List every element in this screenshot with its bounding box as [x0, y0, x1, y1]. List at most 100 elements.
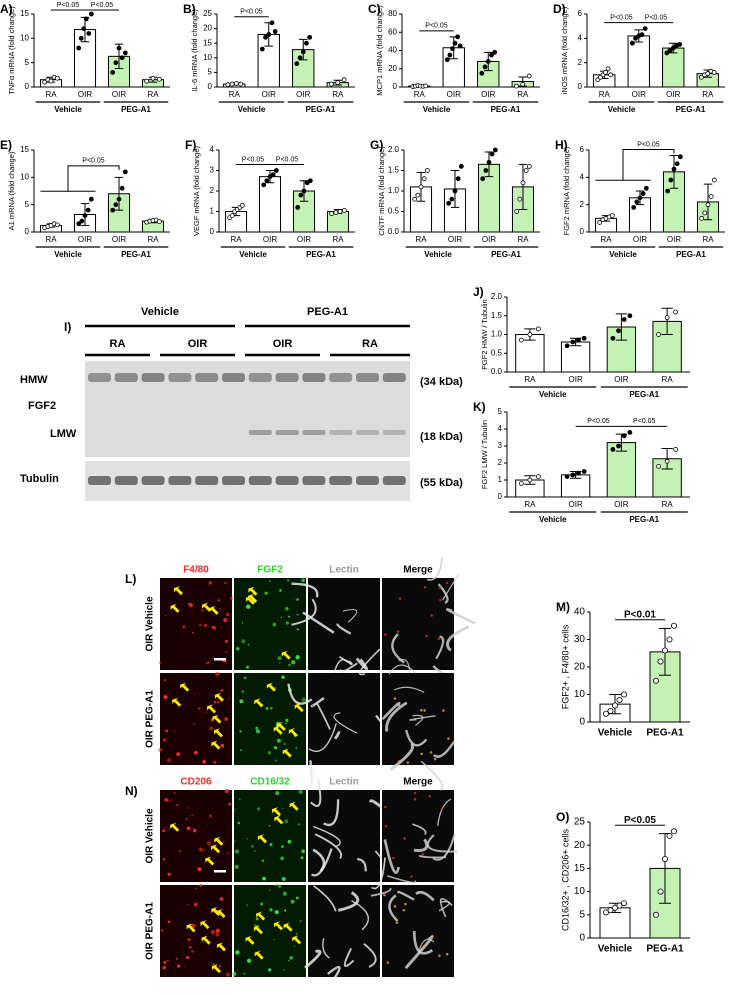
arrow [276, 721, 286, 731]
cell-signal [279, 589, 282, 592]
row-label: OIR PEG-A1 [145, 902, 156, 960]
micrograph [382, 790, 454, 882]
data-point [328, 81, 334, 87]
y-tick-label: 25 [203, 9, 212, 18]
cell-signal [187, 938, 191, 942]
y-tick-label: 30 [574, 634, 586, 645]
x-tick-label: RA [662, 500, 674, 509]
data-point [576, 470, 581, 476]
cell-signal [290, 899, 295, 904]
cell-signal [232, 972, 237, 976]
data-point [450, 46, 455, 52]
vessel [435, 635, 445, 660]
data-point [76, 221, 82, 227]
cell-signal [224, 717, 229, 721]
data-point [489, 151, 495, 157]
cell-signal [278, 885, 282, 889]
y-axis-label: A1 mRNA (fold change) [7, 151, 16, 230]
cell-signal [230, 596, 234, 600]
cell-signal [211, 658, 214, 660]
y-tick-label: 0.0 [388, 227, 400, 236]
significance-label: P<0.05 [57, 2, 79, 9]
data-point [480, 176, 486, 182]
cell-signal [267, 751, 272, 755]
cell-signal [281, 877, 286, 882]
x-tick-label: OIR [569, 500, 583, 509]
data-point [457, 43, 463, 49]
cell-signal [222, 840, 225, 843]
cell-signal [445, 581, 449, 585]
x-tick-label: RA [600, 235, 612, 244]
vessel [333, 731, 341, 740]
data-point [482, 64, 488, 70]
vessel [327, 965, 341, 979]
data-point [664, 315, 670, 321]
data-point [570, 339, 576, 345]
cell-signal [287, 839, 292, 844]
cell-signal [445, 952, 449, 956]
cell-signal [269, 580, 271, 582]
data-point [225, 82, 231, 88]
y-tick-label: 0 [578, 82, 583, 91]
y-tick-label: 2 [498, 458, 503, 467]
data-point [88, 196, 94, 202]
vessel [404, 935, 434, 970]
arrow [216, 909, 226, 919]
cell-signal [299, 920, 302, 923]
panel-label: D) [553, 2, 566, 16]
data-point [415, 192, 421, 198]
x-tick-label: RA [702, 235, 714, 244]
vessel [314, 833, 342, 859]
column-label: CD206 [180, 777, 212, 788]
cell-signal [264, 591, 268, 595]
data-point [581, 335, 587, 341]
data-point [449, 196, 455, 202]
cell-signal [241, 622, 244, 624]
cell-signal [217, 599, 221, 602]
y-tick-label: 0 [208, 82, 213, 91]
arrow [211, 740, 221, 750]
cell-signal [274, 759, 277, 762]
data-point [627, 429, 633, 435]
panel-label: A) [0, 2, 13, 16]
cell-signal [447, 737, 450, 740]
data-point [603, 70, 608, 75]
column-label: F4/80 [183, 565, 209, 576]
arrow [289, 801, 299, 811]
data-point [671, 166, 677, 172]
data-point [119, 55, 125, 61]
arrow [266, 682, 276, 692]
micrograph [308, 885, 380, 977]
cell-signal [215, 932, 220, 937]
cell-signal [224, 788, 229, 794]
cell-signal [274, 686, 277, 689]
column-label: CD16/32 [250, 777, 290, 788]
data-point [674, 161, 680, 167]
data-point [631, 204, 637, 210]
data-point [455, 34, 461, 40]
column-label: Lectin [329, 565, 358, 576]
data-point [520, 180, 526, 186]
cell-signal [298, 789, 303, 794]
data-point [48, 78, 54, 84]
x-tick-label: OIR [78, 235, 92, 244]
data-point [627, 313, 633, 319]
y-tick-label: 2.0 [491, 292, 503, 301]
lane-label: RA [362, 338, 378, 350]
data-point [301, 188, 307, 194]
y-tick-label: 15 [20, 9, 29, 18]
cell-signal [224, 581, 227, 585]
group-label: Vehicle [141, 306, 179, 318]
cell-signal [177, 964, 181, 968]
cell-signal [423, 585, 427, 589]
cell-signal [225, 651, 228, 654]
x-tick-label: OIR [666, 90, 680, 99]
data-point [479, 70, 485, 76]
arrow [217, 942, 227, 952]
vessel [323, 799, 340, 827]
data-point [699, 215, 705, 221]
cell-signal [188, 602, 191, 606]
cell-signal [240, 749, 243, 752]
data-point [673, 309, 679, 315]
cell-signal [383, 805, 387, 809]
